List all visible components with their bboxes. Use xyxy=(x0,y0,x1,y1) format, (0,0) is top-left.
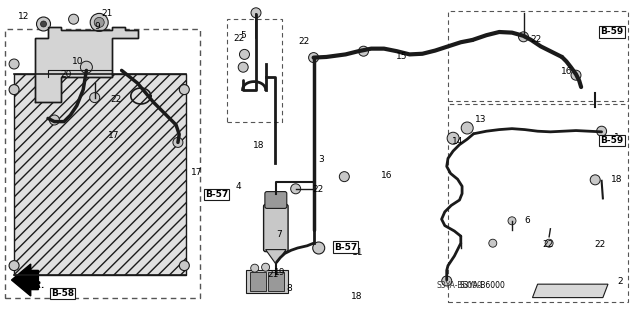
Text: 8: 8 xyxy=(287,284,292,293)
Bar xyxy=(14,74,186,275)
Polygon shape xyxy=(532,284,608,298)
Text: B-58: B-58 xyxy=(51,289,74,298)
Bar xyxy=(448,11,628,101)
Circle shape xyxy=(339,172,349,182)
Circle shape xyxy=(251,264,259,272)
Circle shape xyxy=(251,8,261,18)
Text: B-57: B-57 xyxy=(205,190,228,199)
Text: 18: 18 xyxy=(253,141,264,150)
Circle shape xyxy=(291,184,301,194)
Text: 17: 17 xyxy=(108,132,119,140)
Circle shape xyxy=(9,59,19,69)
Text: 15: 15 xyxy=(396,52,407,61)
Circle shape xyxy=(590,175,600,185)
Circle shape xyxy=(518,32,529,42)
Text: 14: 14 xyxy=(452,137,463,146)
Text: B-59: B-59 xyxy=(600,28,623,36)
Text: 20: 20 xyxy=(61,70,72,79)
Circle shape xyxy=(442,276,452,286)
Circle shape xyxy=(545,239,553,247)
Text: 13: 13 xyxy=(475,115,486,124)
Text: 22: 22 xyxy=(312,185,324,194)
Text: 22: 22 xyxy=(110,95,122,104)
Polygon shape xyxy=(266,250,286,264)
Circle shape xyxy=(81,61,92,73)
Text: 16: 16 xyxy=(561,68,572,76)
Text: B-57: B-57 xyxy=(334,243,357,252)
Text: 22: 22 xyxy=(594,240,605,249)
Text: 22: 22 xyxy=(530,35,541,44)
FancyBboxPatch shape xyxy=(264,204,288,252)
Circle shape xyxy=(508,217,516,225)
Text: 22: 22 xyxy=(234,34,245,43)
Polygon shape xyxy=(12,264,38,296)
Bar xyxy=(227,19,282,122)
Text: S3YA-B6000: S3YA-B6000 xyxy=(460,281,506,290)
Circle shape xyxy=(489,239,497,247)
Bar xyxy=(250,272,266,291)
Text: FR.: FR. xyxy=(29,281,45,290)
Circle shape xyxy=(90,92,100,103)
Text: 4: 4 xyxy=(236,182,241,191)
Text: 5: 5 xyxy=(241,31,246,40)
Text: 19: 19 xyxy=(274,268,285,277)
Circle shape xyxy=(461,122,473,134)
Bar xyxy=(448,104,628,302)
Circle shape xyxy=(447,132,459,144)
Bar xyxy=(268,272,284,291)
Text: S3YA-B6000: S3YA-B6000 xyxy=(436,281,483,290)
Circle shape xyxy=(313,242,324,254)
Circle shape xyxy=(179,84,189,95)
Circle shape xyxy=(239,49,250,60)
Text: 17: 17 xyxy=(191,168,202,177)
Bar xyxy=(5,29,200,298)
Circle shape xyxy=(238,62,248,72)
Circle shape xyxy=(262,263,269,271)
Text: 6: 6 xyxy=(525,216,531,225)
Circle shape xyxy=(9,84,19,95)
Text: 18: 18 xyxy=(611,175,623,184)
Polygon shape xyxy=(35,27,138,102)
Circle shape xyxy=(173,137,183,148)
Text: 1: 1 xyxy=(614,133,620,142)
Text: 18: 18 xyxy=(351,292,362,301)
Text: 22: 22 xyxy=(543,240,554,249)
Text: 2: 2 xyxy=(618,277,623,286)
Circle shape xyxy=(68,14,79,24)
Circle shape xyxy=(94,17,104,28)
Circle shape xyxy=(308,52,319,63)
Circle shape xyxy=(596,126,607,136)
Text: 3: 3 xyxy=(318,156,324,164)
Text: 9: 9 xyxy=(95,22,100,31)
Text: 21: 21 xyxy=(101,9,113,18)
Circle shape xyxy=(40,21,47,27)
Text: 10: 10 xyxy=(72,57,84,66)
Text: 16: 16 xyxy=(381,171,393,180)
Circle shape xyxy=(90,13,108,31)
Circle shape xyxy=(36,17,51,31)
Text: 7: 7 xyxy=(276,230,282,239)
Text: B-59: B-59 xyxy=(600,136,623,145)
Circle shape xyxy=(571,70,581,80)
Circle shape xyxy=(179,260,189,271)
Circle shape xyxy=(49,115,60,125)
Text: 21: 21 xyxy=(268,270,279,279)
Circle shape xyxy=(358,46,369,56)
FancyBboxPatch shape xyxy=(265,192,287,208)
Circle shape xyxy=(9,260,19,271)
Text: 22: 22 xyxy=(298,37,310,46)
Text: 11: 11 xyxy=(352,248,364,257)
Bar xyxy=(246,270,288,293)
Text: 12: 12 xyxy=(18,12,29,21)
